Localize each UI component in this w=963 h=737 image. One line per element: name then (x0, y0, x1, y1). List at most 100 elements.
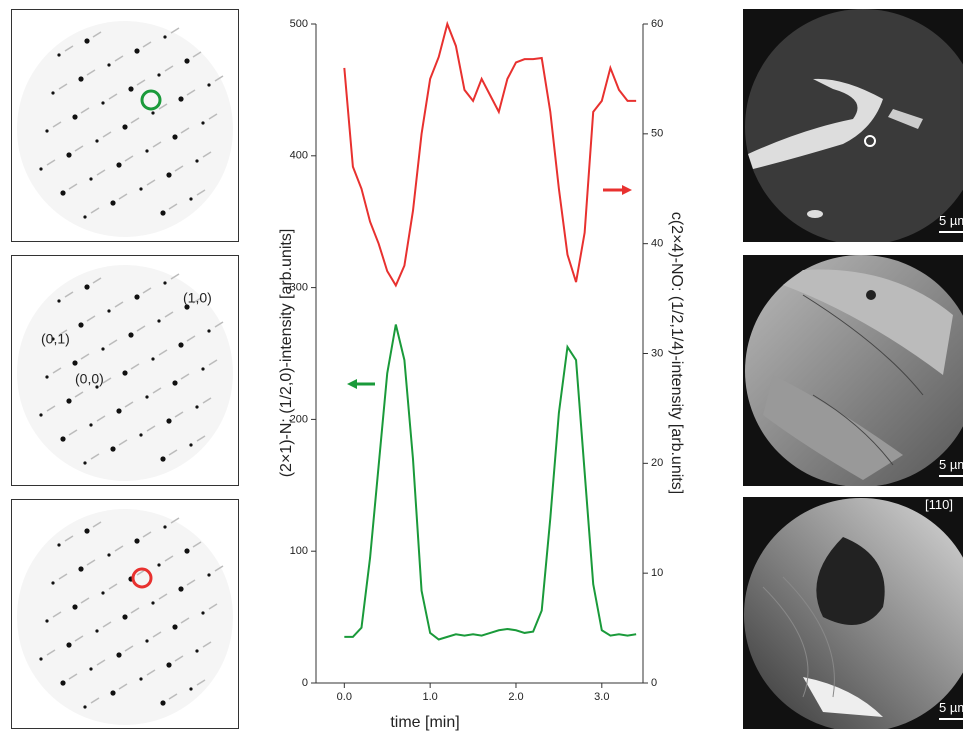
diffraction-streak (118, 193, 128, 200)
diffraction-spot (207, 329, 211, 333)
diffraction-spot (116, 162, 122, 168)
diffraction-streak (186, 579, 196, 586)
diffraction-streak (86, 69, 96, 76)
diffraction-streak (80, 353, 90, 360)
diffraction-spot (57, 299, 61, 303)
diffraction-streak (64, 45, 74, 52)
diffraction-streak (174, 655, 184, 662)
diffraction-spot (134, 538, 140, 544)
diffraction-streak (164, 65, 174, 72)
diffraction-spot (72, 114, 78, 120)
scale-label: 5 µm (939, 213, 963, 228)
diffraction-streak (52, 121, 62, 128)
diffraction-streak (196, 435, 206, 442)
x-tick-label: 1.0 (423, 691, 438, 703)
diffraction-streak (192, 51, 202, 58)
diffraction-spot (157, 563, 161, 567)
diffraction-streak (74, 391, 84, 398)
diffraction-streak (108, 93, 118, 100)
diffraction-streak (68, 429, 78, 436)
diffraction-spot (139, 677, 143, 681)
diffraction-streak (90, 453, 100, 460)
diffraction-spot (110, 690, 116, 696)
diffraction-streak (52, 611, 62, 618)
diffraction-streak (64, 535, 74, 542)
y2-tick-label: 10 (651, 567, 663, 579)
diffraction-streak (92, 521, 102, 528)
scale-label: 5 µm (939, 700, 963, 715)
diffraction-spot (160, 456, 166, 462)
diffraction-spot (84, 528, 90, 534)
diffraction-streak (130, 363, 140, 370)
diffraction-streak (108, 583, 118, 590)
diffraction-spot (157, 73, 161, 77)
diffraction-spot (45, 619, 49, 623)
diffraction-streak (96, 169, 106, 176)
diffraction-spot (84, 38, 90, 44)
diffraction-spot (110, 446, 116, 452)
y2-tick-label: 50 (651, 128, 663, 140)
diffraction-spot (89, 423, 93, 427)
leem-panels: 5 µm 5 µm 5 µm [110] (743, 9, 963, 729)
diffraction-streak (74, 145, 84, 152)
diffraction-streak (196, 189, 206, 196)
diffraction-streak (130, 117, 140, 124)
diffraction-streak (142, 287, 152, 294)
diffraction-spot (163, 281, 167, 285)
diffraction-spot (166, 418, 172, 424)
diffraction-streak (46, 649, 56, 656)
leed-label: (0,0) (75, 371, 104, 387)
diffraction-streak (136, 569, 146, 576)
x-axis-label: time [min] (390, 714, 459, 731)
diffraction-spot (83, 705, 87, 709)
diffraction-streak (90, 697, 100, 704)
diffraction-spot (163, 525, 167, 529)
diffraction-streak (152, 141, 162, 148)
diffraction-streak (130, 607, 140, 614)
diffraction-spot (39, 413, 43, 417)
diffraction-spot (145, 395, 149, 399)
diffraction-spot (66, 152, 72, 158)
diffraction-spot (72, 360, 78, 366)
diffraction-spot (178, 96, 184, 102)
diffraction-streak (96, 415, 106, 422)
diffraction-spot (178, 586, 184, 592)
marker-circle (864, 135, 876, 147)
diffraction-streak (124, 155, 134, 162)
leem-panel: 5 µm [110] (743, 497, 963, 729)
diffraction-spot (39, 167, 43, 171)
diffraction-spot (145, 639, 149, 643)
diffraction-spot (157, 319, 161, 323)
diffraction-spot (128, 332, 134, 338)
diffraction-streak (64, 291, 74, 298)
diffraction-streak (90, 207, 100, 214)
diffraction-streak (68, 673, 78, 680)
diffraction-streak (208, 603, 218, 610)
diffraction-streak (174, 411, 184, 418)
diffraction-spot (172, 380, 178, 386)
leed-label: (1,0) (183, 290, 212, 306)
diffraction-spot (116, 652, 122, 658)
diffraction-streak (58, 573, 68, 580)
diffraction-spot (107, 553, 111, 557)
diffraction-spot (89, 667, 93, 671)
diffraction-streak (118, 683, 128, 690)
diffraction-spot (184, 304, 190, 310)
diffraction-streak (68, 183, 78, 190)
diffraction-streak (46, 405, 56, 412)
marker-circle (131, 567, 153, 589)
diffraction-spot (84, 284, 90, 290)
diffraction-streak (214, 75, 224, 82)
y-tick-label: 100 (290, 545, 308, 557)
diffraction-spot (45, 129, 49, 133)
diffraction-spot (60, 436, 66, 442)
diffraction-streak (86, 315, 96, 322)
diffraction-spot (66, 398, 72, 404)
diffraction-spot (95, 385, 99, 389)
diffraction-streak (96, 659, 106, 666)
diffraction-spot (101, 591, 105, 595)
diffraction-streak (102, 131, 112, 138)
diffraction-streak (92, 31, 102, 38)
diffraction-spot (195, 405, 199, 409)
diffraction-spot (134, 294, 140, 300)
